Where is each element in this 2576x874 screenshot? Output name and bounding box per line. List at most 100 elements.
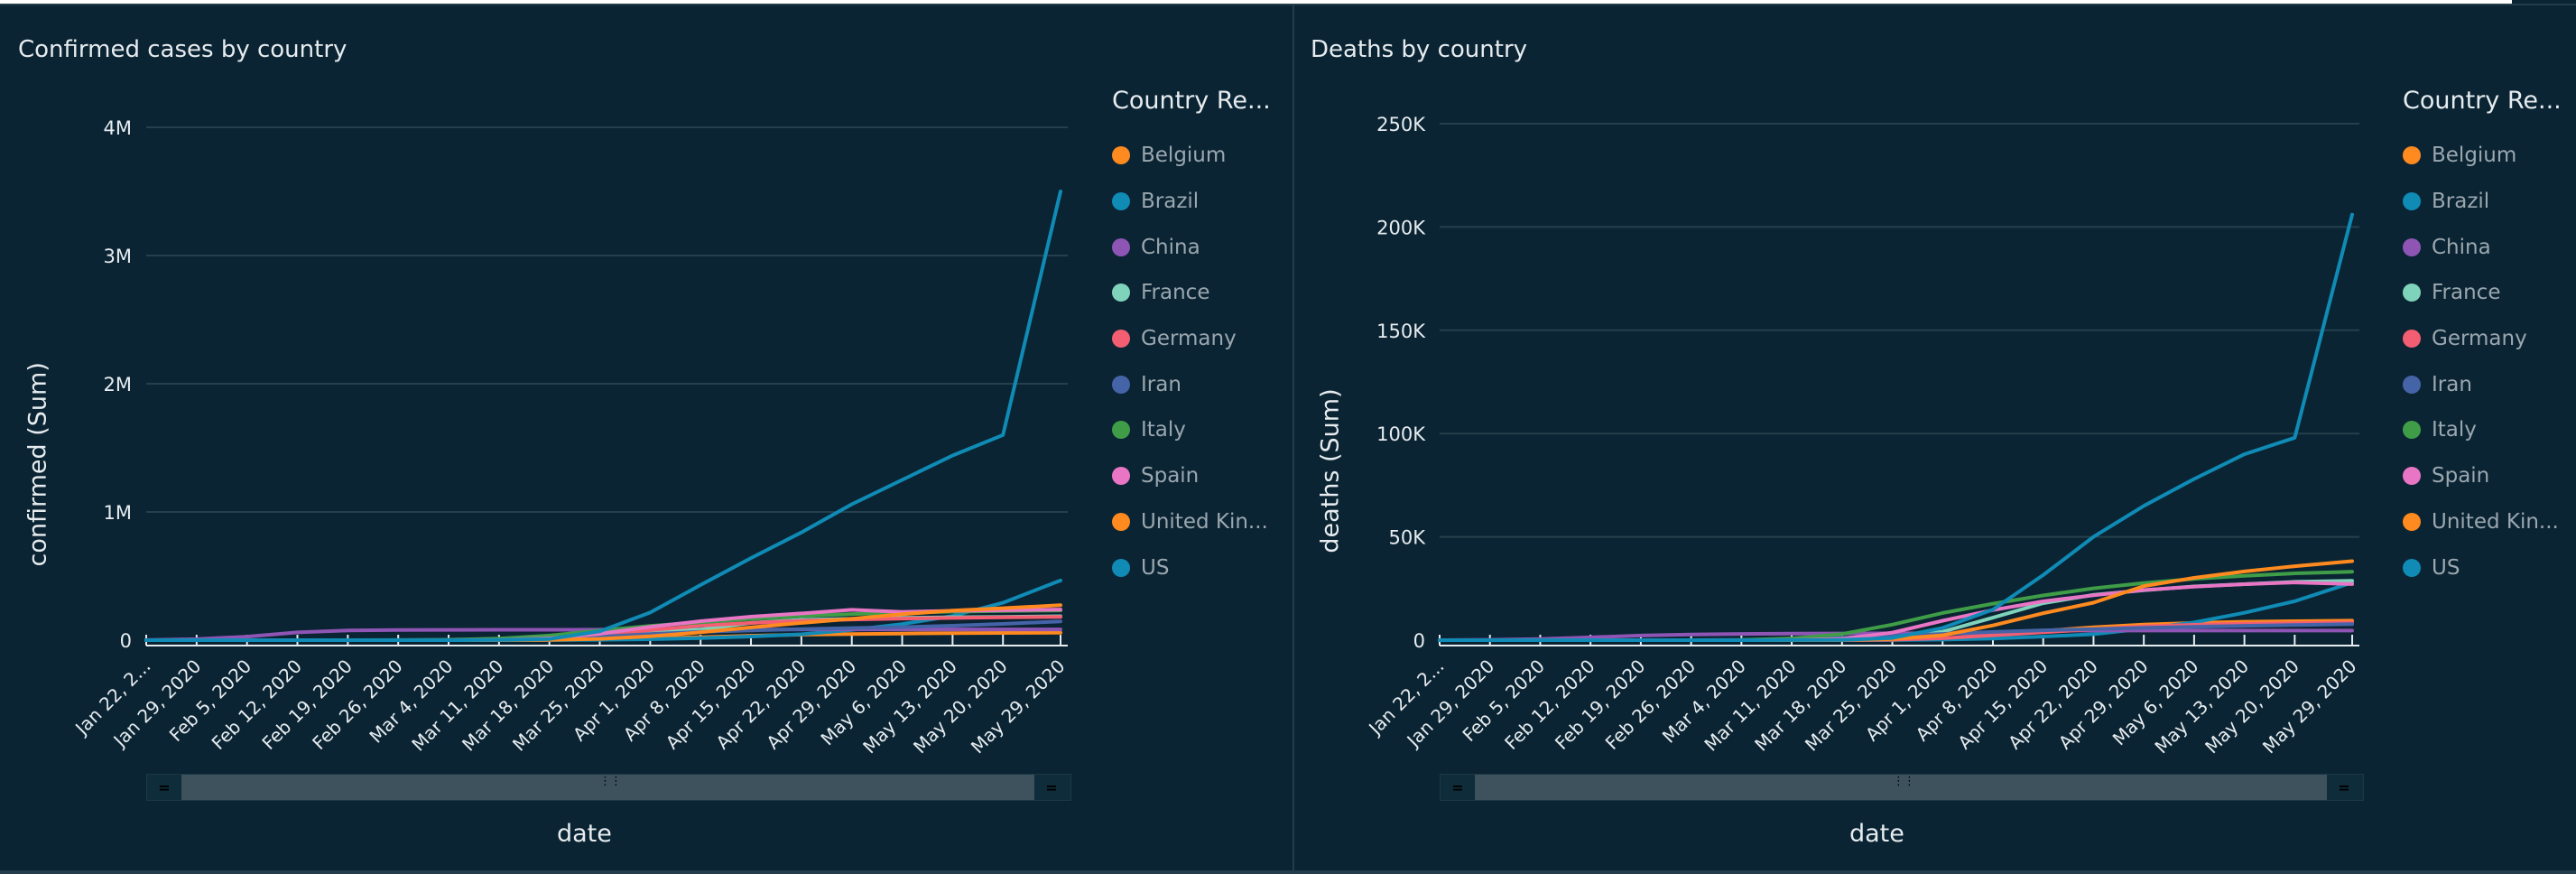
x-axis-label: date: [1849, 820, 1904, 848]
legend-item[interactable]: US: [1112, 544, 1271, 590]
legend-label: Brazil: [1141, 190, 1200, 214]
legend-dot-icon: [2403, 146, 2421, 165]
legend-dot-icon: [2403, 284, 2421, 302]
top-border: [0, 4, 2576, 5]
legend-dot-icon: [1112, 421, 1130, 440]
slider-start-handle[interactable]: =: [158, 778, 171, 796]
legend-dot-icon: [1112, 146, 1130, 165]
legend-item[interactable]: France: [2403, 270, 2562, 316]
y-tick-label: 200K: [1376, 217, 1426, 238]
y-tick-label: 1M: [104, 502, 132, 524]
legend-dot-icon: [1112, 512, 1130, 531]
series-line-us: [1438, 212, 2354, 642]
legend-label: Belgium: [1141, 144, 1227, 168]
legend-dot-icon: [2403, 330, 2421, 349]
legend-dot-icon: [2403, 467, 2421, 486]
grip-icon: ⋮⋮: [599, 775, 622, 788]
legend-label: Spain: [1141, 464, 1200, 488]
date-range-slider[interactable]: = ⋮⋮ =: [146, 774, 1071, 801]
series-line-united-kingdom: [1438, 559, 2354, 642]
y-tick-label: 150K: [1376, 321, 1426, 342]
legend-label: Italy: [2432, 418, 2477, 442]
legend-title: Country Re...: [2403, 87, 2562, 115]
series-line-us: [144, 190, 1062, 642]
legend-item[interactable]: Germany: [2403, 316, 2562, 362]
legend-dot-icon: [2403, 237, 2421, 256]
legend-label: US: [1141, 555, 1170, 580]
y-axis-label: deaths (Sum): [1316, 388, 1345, 553]
legend-item[interactable]: Spain: [2403, 453, 2562, 499]
confirmed-cases-panel: Confirmed cases by country 0 1M 2M 3M 4M Jan …: [0, 5, 1293, 870]
legend-dot-icon: [1112, 192, 1130, 211]
x-axis-label: date: [557, 820, 612, 848]
legend-label: France: [2432, 281, 2501, 305]
y-tick-label: 50K: [1389, 527, 1427, 549]
legend-item[interactable]: Iran: [1112, 361, 1271, 407]
legend-item[interactable]: China: [1112, 224, 1271, 270]
legend: Country Re... Belgium Brazil China France Ge…: [2403, 87, 2562, 590]
slider-range-thumb[interactable]: ⋮⋮: [1475, 775, 2327, 800]
legend-item[interactable]: US: [2403, 544, 2562, 590]
legend-item[interactable]: Belgium: [2403, 133, 2562, 179]
panel-divider: [1293, 5, 1294, 874]
legend-item[interactable]: Germany: [1112, 316, 1271, 362]
legend-item[interactable]: Italy: [2403, 407, 2562, 453]
legend-dot-icon: [1112, 237, 1130, 256]
y-tick-label: 2M: [104, 374, 132, 395]
legend-label: Brazil: [2432, 190, 2490, 214]
legend-item[interactable]: Brazil: [2403, 179, 2562, 225]
legend-label: United Kin...: [2432, 509, 2559, 534]
y-tick-label: 100K: [1376, 423, 1426, 445]
y-tick-label: 4M: [104, 117, 132, 139]
legend-item[interactable]: United Kin...: [1112, 499, 1271, 545]
y-axis-label: confirmed (Sum): [23, 362, 52, 567]
legend-label: China: [2432, 235, 2491, 259]
legend-label: Iran: [1141, 372, 1181, 396]
legend-item[interactable]: Spain: [1112, 453, 1271, 499]
legend-label: France: [1141, 281, 1210, 305]
legend-label: Belgium: [2432, 144, 2517, 168]
y-tick-label: 250K: [1376, 114, 1426, 135]
legend-dot-icon: [2403, 558, 2421, 577]
deaths-panel: Deaths by country 0 50K 100K 150K 200K 250K Ja…: [1294, 5, 2576, 870]
chart-title: Deaths by country: [1311, 36, 1528, 63]
y-tick-label: 0: [1413, 630, 1425, 652]
legend-label: Spain: [2432, 464, 2490, 488]
legend-item[interactable]: China: [2403, 224, 2562, 270]
slider-end-handle[interactable]: =: [2338, 778, 2350, 796]
legend-label: Germany: [1141, 327, 1237, 351]
legend-item[interactable]: Iran: [2403, 361, 2562, 407]
legend-label: China: [1141, 235, 1200, 259]
legend-title: Country Re...: [1112, 87, 1271, 115]
legend-dot-icon: [1112, 330, 1130, 349]
legend-dot-icon: [2403, 512, 2421, 531]
legend-label: United Kin...: [1141, 509, 1268, 534]
legend-dot-icon: [2403, 421, 2421, 440]
legend-dot-icon: [2403, 375, 2421, 394]
legend-label: Germany: [2432, 327, 2527, 351]
legend-item[interactable]: France: [1112, 270, 1271, 316]
legend-item[interactable]: Italy: [1112, 407, 1271, 453]
legend-item[interactable]: Belgium: [1112, 133, 1271, 179]
legend-dot-icon: [1112, 558, 1130, 577]
date-range-slider[interactable]: = ⋮⋮ =: [1440, 774, 2364, 801]
legend-dot-icon: [1112, 375, 1130, 394]
legend: Country Re... Belgium Brazil China France Ge…: [1112, 87, 1271, 590]
slider-start-handle[interactable]: =: [1451, 778, 1464, 796]
legend-item[interactable]: Brazil: [1112, 179, 1271, 225]
top-highlight-bar: [0, 0, 2512, 4]
chart-title: Confirmed cases by country: [18, 36, 347, 63]
legend-item[interactable]: United Kin...: [2403, 499, 2562, 545]
bottom-border: [0, 870, 2576, 874]
legend-dot-icon: [1112, 284, 1130, 302]
grip-icon: ⋮⋮: [1893, 775, 1915, 788]
y-tick-label: 0: [120, 630, 132, 652]
y-tick-label: 3M: [104, 246, 132, 267]
slider-end-handle[interactable]: =: [1045, 778, 1058, 796]
legend-dot-icon: [2403, 192, 2421, 211]
legend-label: US: [2432, 555, 2460, 580]
legend-label: Italy: [1141, 418, 1186, 442]
slider-range-thumb[interactable]: ⋮⋮: [181, 775, 1034, 800]
